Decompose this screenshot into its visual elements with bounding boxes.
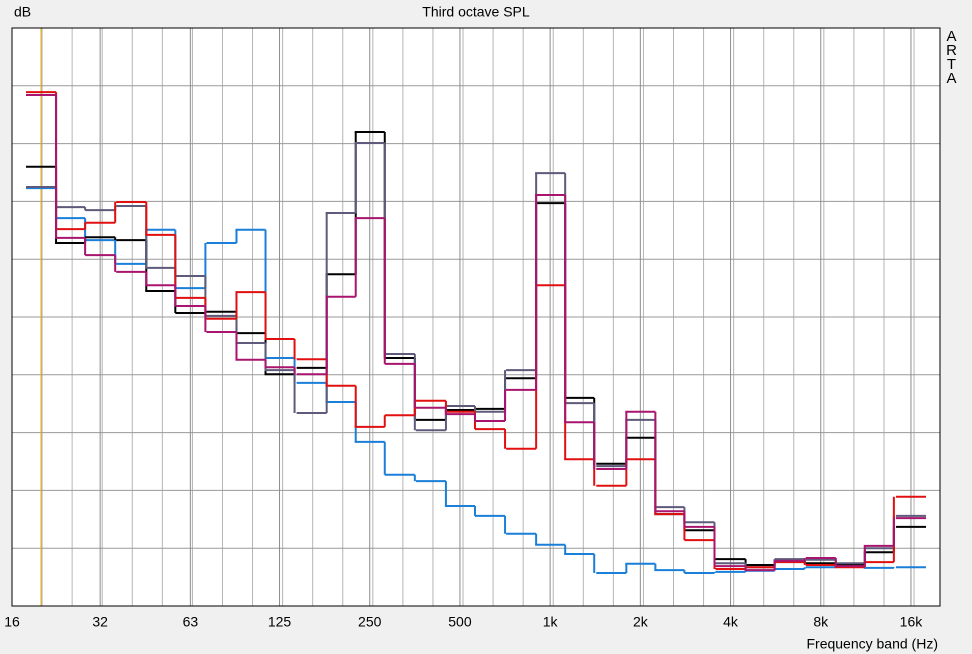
x-tick-label: 63 [183,614,199,630]
x-tick-label: 8k [813,614,829,630]
x-tick-label: 16 [4,614,20,630]
x-tick-label: 250 [358,614,382,630]
y-axis-label: dB [14,4,31,20]
x-tick-label: 500 [448,614,472,630]
plot-border [11,27,941,607]
x-tick-label: 4k [723,614,739,630]
watermark: ARTA [943,28,960,84]
x-tick-label: 2k [633,614,649,630]
x-tick-label: 125 [268,614,292,630]
step-riser [55,95,895,571]
x-tick-label: 16k [900,614,924,630]
x-tick-label: 1k [543,614,559,630]
x-tick-label: 32 [92,614,108,630]
x-axis-label: Frequency band (Hz) [806,636,938,652]
chart-title: Third octave SPL [422,4,530,20]
